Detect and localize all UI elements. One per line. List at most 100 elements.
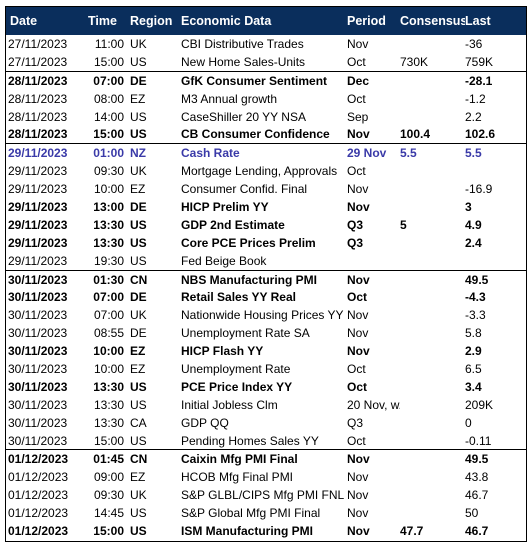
table-row: 30/11/2023 15:00 US Pending Homes Sales YY O… xyxy=(6,432,526,450)
cell-economic-data: HCOB Mfg Final PMI xyxy=(181,470,294,485)
cell-region: EZ xyxy=(130,182,146,197)
cell-economic-data: Core PCE Prices Prelim xyxy=(181,235,316,250)
cell-economic-data: S&P Global Mfg PMI Final xyxy=(181,506,321,521)
cell-date: 30/11/2023 xyxy=(8,290,68,305)
cell-last: 759K xyxy=(465,54,494,69)
cell-last: 43.8 xyxy=(465,470,489,485)
table-row: 28/11/2023 08:00 EZ M3 Annual growth Oct -1.2 xyxy=(6,90,526,108)
cell-last: -36 xyxy=(465,36,483,51)
table-row: 29/11/2023 13:30 US GDP 2nd Estimate Q3 5 4.9 xyxy=(6,216,526,234)
cell-time: 09:30 xyxy=(93,488,124,503)
table-row: 28/11/2023 14:00 US CaseShiller 20 YY NSA Se… xyxy=(6,108,526,126)
cell-date: 01/12/2023 xyxy=(8,452,69,467)
cell-economic-data: M3 Annual growth xyxy=(181,91,278,106)
header-date: Date xyxy=(10,14,38,28)
cell-last: -3.3 xyxy=(465,308,486,323)
cell-consensus: 730K xyxy=(400,54,429,69)
cell-last: 209K xyxy=(465,397,494,412)
header-region: Region xyxy=(130,14,173,28)
cell-period: Nov xyxy=(347,326,369,341)
cell-date: 29/11/2023 xyxy=(8,199,68,214)
header-economic-data: Economic Data xyxy=(181,14,272,28)
cell-region: DE xyxy=(130,199,147,214)
cell-consensus: 47.7 xyxy=(400,523,424,538)
cell-region: DE xyxy=(130,326,147,341)
cell-economic-data: CBI Distributive Trades xyxy=(181,36,304,51)
table-row: 30/11/2023 07:00 UK Nationwide Housing Pric… xyxy=(6,306,526,324)
cell-time: 10:00 xyxy=(93,344,124,359)
cell-last: 5.5 xyxy=(465,146,482,161)
cell-period: 29 Nov xyxy=(347,146,387,161)
cell-economic-data: NBS Manufacturing PMI xyxy=(181,272,318,287)
cell-economic-data: GfK Consumer Sentiment xyxy=(181,73,328,88)
cell-economic-data: Fed Beige Book xyxy=(181,253,267,268)
cell-period: Q3 xyxy=(347,217,364,232)
cell-date: 30/11/2023 xyxy=(8,397,68,412)
header-time: Time xyxy=(88,14,117,28)
table-row: 30/11/2023 13:30 US PCE Price Index YY Oct 3.… xyxy=(6,378,526,396)
cell-region: UK xyxy=(130,36,147,51)
cell-economic-data: CB Consumer Confidence xyxy=(181,127,330,142)
economic-calendar-table: Date Time Region Economic Data Period Co… xyxy=(5,6,527,542)
cell-period: Nov xyxy=(347,272,370,287)
cell-region: US xyxy=(130,397,147,412)
cell-economic-data: Unemployment Rate SA xyxy=(181,326,310,341)
cell-last: 3 xyxy=(465,199,472,214)
cell-last: 2.2 xyxy=(465,109,482,124)
cell-last: 5.8 xyxy=(465,326,482,341)
cell-time: 19:30 xyxy=(93,253,124,268)
cell-last: -28.1 xyxy=(465,73,493,88)
cell-region: CN xyxy=(130,452,148,467)
table-row: 29/11/2023 13:30 US Core PCE Prices Prelim Q… xyxy=(6,234,526,252)
cell-period: Nov xyxy=(347,308,369,323)
table-header: Date Time Region Economic Data Period Co… xyxy=(6,7,526,35)
cell-period: Oct xyxy=(347,433,366,448)
cell-date: 29/11/2023 xyxy=(8,182,68,197)
table-row: 30/11/2023 13:30 CA GDP QQ Q3 0 xyxy=(6,414,526,432)
cell-consensus: 5 xyxy=(400,217,407,232)
cell-time: 15:00 xyxy=(93,433,124,448)
table-row: 29/11/2023 01:00 NZ Cash Rate 29 Nov 5.5 5.5 xyxy=(6,143,526,162)
cell-last: 50 xyxy=(465,506,479,521)
table-row: 30/11/2023 07:00 DE Retail Sales YY Real Oct… xyxy=(6,288,526,306)
cell-last: 4.9 xyxy=(465,217,482,232)
cell-date: 29/11/2023 xyxy=(8,235,68,250)
cell-economic-data: Nationwide Housing Prices YY xyxy=(181,308,344,323)
cell-economic-data: Mortgage Lending, Approvals xyxy=(181,164,338,179)
cell-period: Nov xyxy=(347,506,369,521)
cell-period: Oct xyxy=(347,54,366,69)
table-row: 29/11/2023 13:00 DE HICP Prelim YY Nov 3 xyxy=(6,198,526,216)
cell-period: Nov xyxy=(347,127,370,142)
cell-consensus: 5.5 xyxy=(400,146,417,161)
cell-last: -0.11 xyxy=(465,433,492,448)
cell-period: Nov xyxy=(347,36,369,51)
cell-date: 30/11/2023 xyxy=(8,433,68,448)
cell-date: 29/11/2023 xyxy=(8,164,68,179)
cell-region: EZ xyxy=(130,344,146,359)
cell-region: US xyxy=(130,109,147,124)
cell-time: 08:55 xyxy=(93,326,124,341)
cell-economic-data: New Home Sales-Units xyxy=(181,54,306,69)
cell-period: Nov xyxy=(347,523,370,538)
table-row: 27/11/2023 15:00 US New Home Sales-Units Oct… xyxy=(6,53,526,71)
cell-date: 30/11/2023 xyxy=(8,326,68,341)
cell-economic-data: Pending Homes Sales YY xyxy=(181,433,319,448)
cell-date: 30/11/2023 xyxy=(8,379,68,394)
cell-period: Nov xyxy=(347,199,370,214)
cell-last: 0 xyxy=(465,415,472,430)
cell-economic-data: GDP 2nd Estimate xyxy=(181,217,285,232)
cell-region: US xyxy=(130,127,147,142)
table-row: 01/12/2023 09:00 EZ HCOB Mfg Final PMI Nov 43… xyxy=(6,468,526,486)
table-row: 29/11/2023 19:30 US Fed Beige Book xyxy=(6,252,526,270)
cell-region: US xyxy=(130,523,147,538)
cell-last: 2.4 xyxy=(465,235,482,250)
cell-time: 13:30 xyxy=(93,397,124,412)
table-row: 28/11/2023 15:00 US CB Consumer Confidence N… xyxy=(6,125,526,143)
cell-date: 27/11/2023 xyxy=(8,54,68,69)
cell-time: 08:00 xyxy=(93,91,124,106)
table-row: 01/12/2023 09:30 UK S&P GLBL/CIPS Mfg PMI F… xyxy=(6,486,526,504)
cell-last: 6.5 xyxy=(465,361,482,376)
cell-economic-data: HICP Prelim YY xyxy=(181,199,269,214)
cell-date: 28/11/2023 xyxy=(8,73,68,88)
cell-date: 28/11/2023 xyxy=(8,91,68,106)
